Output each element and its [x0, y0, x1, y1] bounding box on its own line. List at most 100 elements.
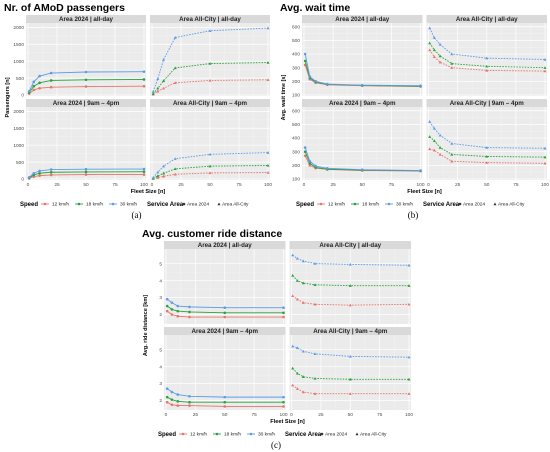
data-point	[162, 86, 166, 90]
y-tick-label: 600	[292, 24, 300, 30]
data-point	[266, 151, 270, 154]
y-tick-label: 600	[292, 108, 300, 114]
legend-speed-title: Speed	[158, 432, 176, 438]
panel-strip	[164, 241, 286, 249]
data-point	[428, 48, 432, 52]
data-point	[223, 306, 227, 310]
series-18	[165, 304, 285, 315]
series-line	[292, 345, 410, 358]
data-point	[142, 170, 146, 174]
data-point	[156, 174, 160, 178]
data-point	[295, 387, 299, 390]
data-point	[49, 173, 53, 177]
panel-0: Area 2024 | all-day 100 200 300 400 500 600	[292, 15, 423, 99]
legend-area-title: Service Area	[147, 202, 184, 208]
data-point	[543, 69, 547, 73]
legend-area-label: Area All-City	[222, 202, 249, 208]
data-point	[176, 404, 180, 407]
data-point	[291, 294, 295, 298]
data-point	[49, 170, 53, 174]
legend-speed-title: Speed	[296, 202, 314, 208]
y-tick-label: 1000	[13, 59, 24, 65]
y-tick-label: 4	[159, 364, 162, 370]
data-point	[295, 346, 299, 350]
data-point	[432, 126, 436, 130]
data-point	[49, 79, 53, 82]
legend-swatch-marker	[319, 202, 323, 206]
data-point	[313, 262, 317, 265]
x-tick-label: 25	[54, 182, 60, 188]
legend-area-label: Area 2024	[325, 432, 347, 438]
data-point	[165, 400, 169, 404]
panel-1: Area All-City | all-day	[289, 241, 411, 324]
y-tick-label: 100	[292, 93, 300, 99]
data-point	[301, 281, 305, 285]
y-tick-label: 500	[292, 38, 300, 44]
y-tick-label: 5	[159, 261, 162, 267]
series-30	[428, 26, 547, 61]
data-point	[407, 263, 411, 267]
data-point	[38, 74, 41, 78]
y-tick-label: 500	[16, 160, 24, 166]
y-tick-label: 1500	[13, 42, 24, 48]
series-line	[304, 147, 421, 171]
y-tick-label: 2000	[13, 109, 24, 115]
legend-area-label: Area 2024	[463, 202, 485, 208]
panel-label: Area All-City | all-day	[179, 16, 241, 23]
series-18	[428, 135, 547, 159]
series-line	[292, 275, 409, 287]
data-point	[291, 366, 295, 370]
data-point	[419, 84, 422, 88]
panel-strip	[426, 15, 547, 23]
y-tick-label: 5	[159, 347, 162, 353]
data-point	[438, 60, 442, 64]
x-tick-label: 75	[251, 412, 257, 418]
legend-area-label: Area 2024	[187, 202, 209, 208]
data-point	[170, 390, 174, 394]
series-line	[429, 42, 546, 69]
data-point	[450, 152, 454, 156]
panel-3: Area All-City | 9am – 4pm 0 25 50 75 100	[150, 99, 272, 188]
data-point	[301, 259, 305, 263]
data-point	[485, 161, 489, 164]
x-tick-label: 75	[377, 412, 383, 418]
series-18	[151, 163, 270, 180]
x-axis-title: Fleet Size [n]	[131, 189, 166, 195]
data-point	[485, 146, 489, 149]
data-point	[223, 311, 227, 315]
data-point	[282, 405, 285, 408]
series-12	[165, 309, 285, 319]
data-point	[450, 62, 454, 65]
y-tick-label: 3	[159, 295, 162, 301]
data-point	[208, 78, 212, 82]
legend-area-marker	[458, 202, 462, 206]
x-tick-label: 50	[83, 182, 89, 188]
chart-1: Avg. wait time Area 2024 | all-day 100 200 3…	[280, 2, 549, 220]
data-point	[308, 161, 312, 165]
y-tick-label: 1500	[13, 126, 24, 132]
data-point	[84, 167, 88, 171]
x-tick-label: 75	[236, 182, 242, 188]
data-point	[313, 283, 317, 286]
data-point	[543, 155, 547, 159]
x-tick-label: 50	[222, 412, 228, 418]
data-point	[208, 164, 212, 168]
series-12	[165, 400, 285, 408]
panel-label: Area All-City | 9am – 4pm	[173, 100, 248, 107]
data-point	[38, 86, 41, 90]
data-point	[32, 80, 36, 84]
data-point	[313, 352, 317, 356]
legend-speed-label: 18 km/h	[86, 202, 103, 208]
data-point	[156, 77, 160, 80]
data-point	[450, 66, 454, 69]
x-tick-label: 50	[484, 182, 490, 188]
series-line	[304, 53, 421, 87]
data-point	[170, 398, 174, 401]
x-tick-label: 25	[193, 412, 199, 418]
data-point	[208, 171, 212, 175]
data-point	[32, 84, 36, 88]
data-point	[188, 400, 191, 404]
data-point	[173, 66, 177, 70]
data-point	[208, 152, 212, 156]
data-point	[308, 75, 312, 78]
